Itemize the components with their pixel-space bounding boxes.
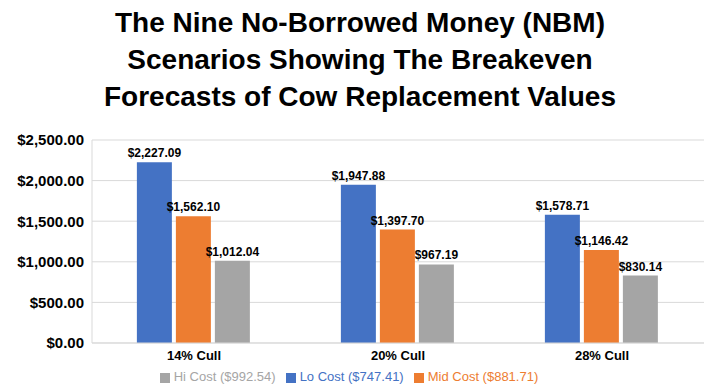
svg-text:$1,947.88: $1,947.88 xyxy=(332,169,386,183)
svg-text:$830.14: $830.14 xyxy=(619,260,663,274)
svg-text:$1,562.10: $1,562.10 xyxy=(167,200,221,214)
html-text:Lo Cost ($747.41): Lo Cost ($747.41) xyxy=(299,369,404,384)
svg-text:$967.19: $967.19 xyxy=(415,248,459,262)
svg-text:$0.00: $0.00 xyxy=(46,334,84,351)
svg-text:$500.00: $500.00 xyxy=(30,294,84,311)
html-text:Mid Cost ($881.71): Mid Cost ($881.71) xyxy=(427,369,539,384)
svg-text:$2,227.09: $2,227.09 xyxy=(128,146,182,160)
svg-text:$1,500.00: $1,500.00 xyxy=(17,213,84,230)
svg-text:14% Cull: 14% Cull xyxy=(167,348,221,363)
svg-text:$2,000.00: $2,000.00 xyxy=(17,172,84,189)
html-text:The Nine No-Borrowed Money (NB: The Nine No-Borrowed Money (NBM) Scenari… xyxy=(104,7,616,112)
svg-text:20% Cull: 20% Cull xyxy=(371,348,425,363)
svg-text:$1,012.04: $1,012.04 xyxy=(206,245,260,259)
svg-text:$1,146.42: $1,146.42 xyxy=(575,234,629,248)
html-text:Hi Cost ($992.54): Hi Cost ($992.54) xyxy=(173,369,276,384)
svg-text:$1,397.70: $1,397.70 xyxy=(371,214,425,228)
svg-text:$2,500.00: $2,500.00 xyxy=(17,131,84,148)
svg-text:$1,578.71: $1,578.71 xyxy=(536,199,590,213)
svg-text:28% Cull: 28% Cull xyxy=(575,348,629,363)
svg-text:$1,000.00: $1,000.00 xyxy=(17,253,84,270)
